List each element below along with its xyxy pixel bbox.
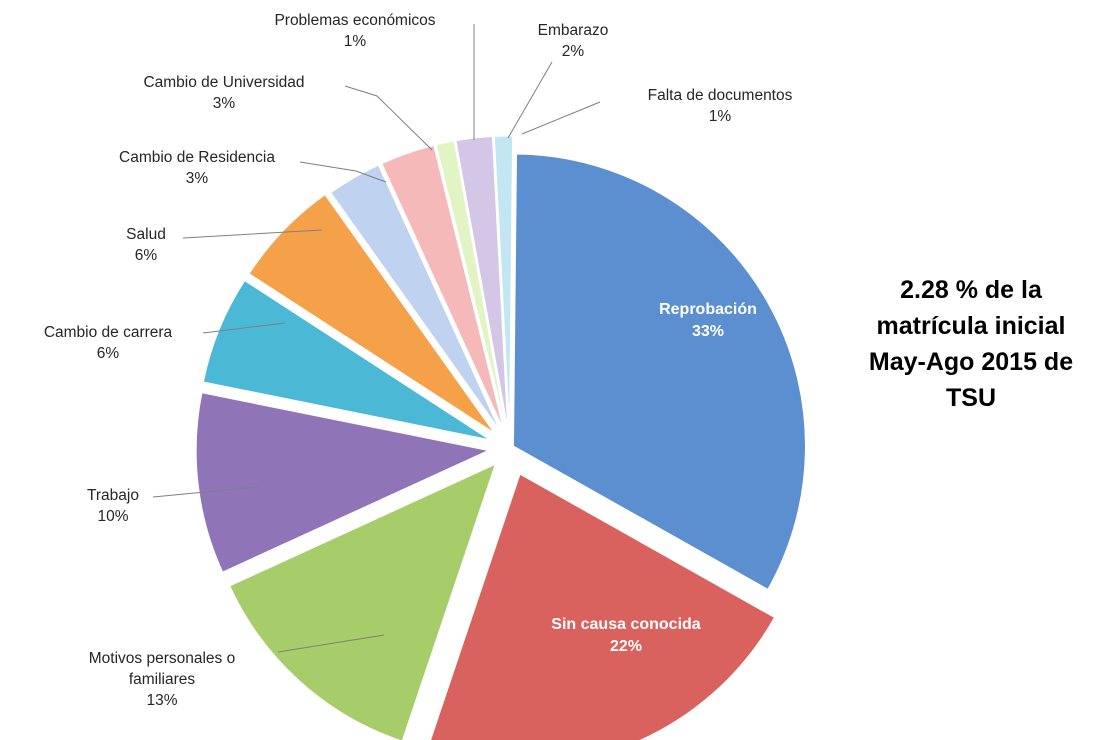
slice-label: Trabajo 10%	[87, 487, 139, 525]
pie-slice	[381, 144, 504, 430]
pie-slice	[330, 164, 501, 431]
pie-slice	[435, 140, 507, 429]
leader-line	[507, 61, 553, 139]
chart-side-note: 2.28 % de la matrícula inicial May-Ago 2…	[846, 272, 1096, 416]
leader-line	[299, 161, 387, 183]
side-note-line-3: May-Ago 2015 de	[868, 348, 1074, 376]
slice-label: Cambio de Universidad 3%	[143, 74, 304, 112]
side-note-line-2: matrícula inicial	[876, 312, 1066, 340]
slice-label: Embarazo 2%	[538, 22, 609, 60]
slice-label: Cambio de Residencia 3%	[119, 149, 275, 187]
leader-line	[277, 634, 385, 653]
pie-slice	[248, 194, 495, 434]
slice-label: Reprobación 33%	[659, 301, 757, 340]
slice-label: Problemas económicos 1%	[274, 12, 435, 50]
leader-line	[521, 101, 601, 135]
slice-label: Cambio de carrera 6%	[44, 324, 173, 362]
slice-label: Sin causa conocida 22%	[551, 616, 700, 655]
pie-slice	[195, 392, 490, 573]
pie-slice	[202, 279, 490, 441]
leader-line	[182, 229, 323, 239]
pie-slice	[229, 463, 497, 740]
pie-slice	[512, 153, 806, 591]
pie-slice	[493, 135, 514, 429]
side-note-line-1: 2.28 % de la	[900, 276, 1042, 304]
leader-line	[202, 322, 286, 334]
slice-label: Falta de documentos 1%	[648, 87, 793, 125]
pie-slice	[430, 473, 776, 740]
leader-line	[152, 486, 259, 498]
slice-label: Salud 6%	[126, 226, 166, 264]
slice-label: Motivos personales o familiares 13%	[89, 650, 235, 709]
leader-line	[344, 85, 433, 151]
side-note-line-4: TSU	[946, 384, 996, 412]
